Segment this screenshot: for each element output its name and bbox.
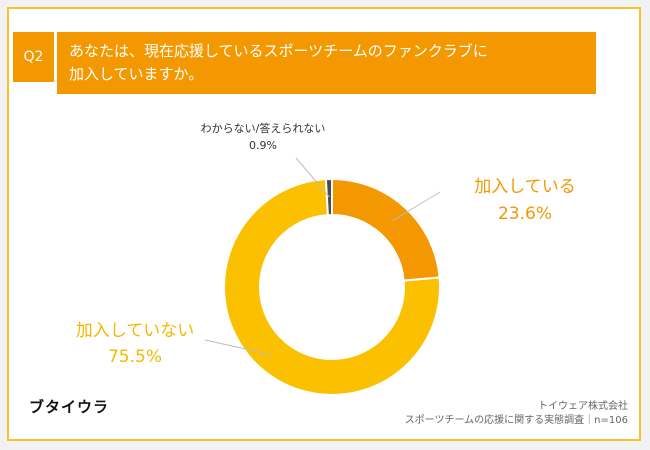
question-title-line-2: 加入していますか。 — [69, 65, 204, 83]
brand-logo: ブタイウラ — [29, 398, 110, 416]
footer: トイウェア株式会社 スポーツチームの応援に関する実態調査｜n=106 — [405, 400, 628, 428]
question-number-badge: Q2 — [13, 32, 54, 82]
label-not-joined-name: 加入していない — [75, 321, 195, 341]
leader-line-not-joined — [204, 339, 274, 356]
slice-not-joined — [223, 178, 441, 396]
question-title: あなたは、現在応援しているスポーツチームのファンクラブに 加入していますか。 — [57, 32, 596, 94]
footer-survey: スポーツチームの応援に関する実態調査｜n=106 — [404, 415, 628, 426]
footer-company: トイウェア株式会社 — [538, 401, 628, 412]
label-not-joined-value: 75.5% — [107, 347, 162, 367]
slice-joined — [331, 177, 441, 282]
leader-line-unknown — [295, 157, 330, 198]
label-unknown-value: 0.9% — [249, 139, 277, 152]
label-unknown-name: わからない/答えられない — [200, 122, 326, 135]
label-joined-value: 23.6% — [497, 204, 552, 224]
label-joined-name: 加入している — [474, 177, 576, 197]
question-title-line-1: あなたは、現在応援しているスポーツチームのファンクラブに — [69, 42, 488, 60]
leader-line-joined — [392, 191, 441, 222]
